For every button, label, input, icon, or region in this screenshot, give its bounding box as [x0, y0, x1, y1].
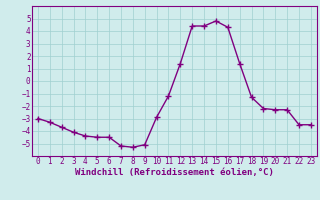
X-axis label: Windchill (Refroidissement éolien,°C): Windchill (Refroidissement éolien,°C)	[75, 168, 274, 177]
